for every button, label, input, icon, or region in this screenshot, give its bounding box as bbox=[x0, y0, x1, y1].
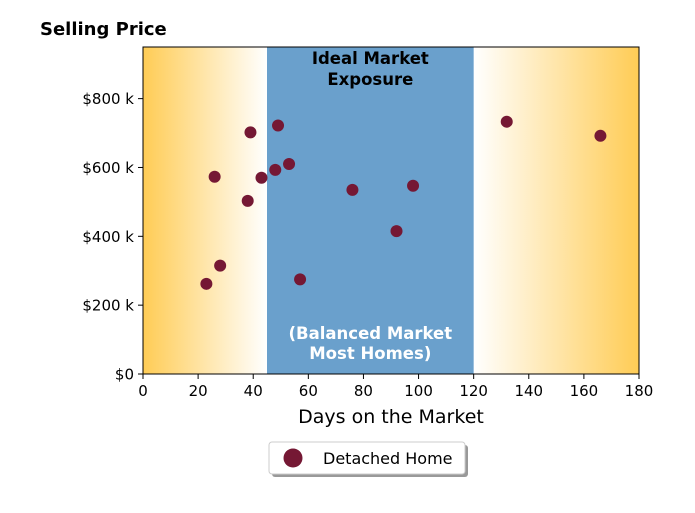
y-tick-label: $200 k bbox=[82, 297, 134, 315]
data-points bbox=[200, 115, 607, 290]
data-point bbox=[200, 277, 213, 290]
legend-label: Detached Home bbox=[323, 449, 453, 468]
x-tick-label: 40 bbox=[244, 382, 263, 400]
legend-box bbox=[268, 441, 466, 475]
data-point bbox=[255, 171, 268, 184]
x-tick-label: 0 bbox=[138, 382, 148, 400]
plot-frame bbox=[142, 46, 640, 375]
x-axis-label: Days on the Market bbox=[298, 406, 484, 428]
x-axis: 0 20 40 60 80 100 120 140 160 180 bbox=[138, 374, 653, 400]
data-point bbox=[208, 170, 221, 183]
band-rect bbox=[267, 47, 474, 374]
band-subtitle-line: (Balanced Market bbox=[289, 324, 453, 343]
data-point bbox=[294, 273, 307, 286]
data-point bbox=[346, 183, 359, 196]
x-tick-label: 120 bbox=[459, 382, 488, 400]
data-point bbox=[283, 158, 296, 171]
data-point bbox=[390, 225, 403, 238]
y-tick-label: $600 k bbox=[82, 159, 134, 177]
x-tick-label: 60 bbox=[299, 382, 318, 400]
band-title-line: Exposure bbox=[327, 70, 413, 89]
plot-background bbox=[143, 47, 639, 374]
data-point bbox=[407, 179, 420, 192]
data-point bbox=[269, 163, 282, 176]
data-point bbox=[272, 119, 285, 132]
y-tick-label: $800 k bbox=[82, 90, 134, 108]
right-gradient-zone bbox=[473, 47, 639, 374]
x-tick-label: 100 bbox=[404, 382, 433, 400]
x-tick-label: 180 bbox=[625, 382, 654, 400]
x-tick-label: 140 bbox=[514, 382, 543, 400]
y-tick-label: $400 k bbox=[82, 228, 134, 246]
chart-title: Selling Price bbox=[40, 19, 167, 40]
data-point bbox=[500, 115, 513, 128]
left-gradient-zone bbox=[143, 47, 267, 374]
band-subtitle-line: Most Homes) bbox=[309, 344, 431, 363]
data-point bbox=[214, 259, 227, 272]
y-axis: $0 $200 k $400 k $600 k $800 k bbox=[82, 90, 143, 384]
ideal-market-band: Ideal Market Exposure (Balanced MarketMost… bbox=[267, 47, 474, 374]
data-point bbox=[241, 194, 254, 207]
data-point bbox=[244, 126, 257, 139]
y-tick-label: $0 bbox=[115, 366, 134, 384]
x-tick-label: 80 bbox=[354, 382, 373, 400]
band-title-line: Ideal Market bbox=[312, 49, 429, 68]
data-point bbox=[594, 129, 607, 142]
legend: Detached Home bbox=[268, 441, 468, 477]
x-tick-label: 160 bbox=[570, 382, 599, 400]
x-tick-label: 20 bbox=[189, 382, 208, 400]
legend-marker bbox=[283, 448, 303, 468]
